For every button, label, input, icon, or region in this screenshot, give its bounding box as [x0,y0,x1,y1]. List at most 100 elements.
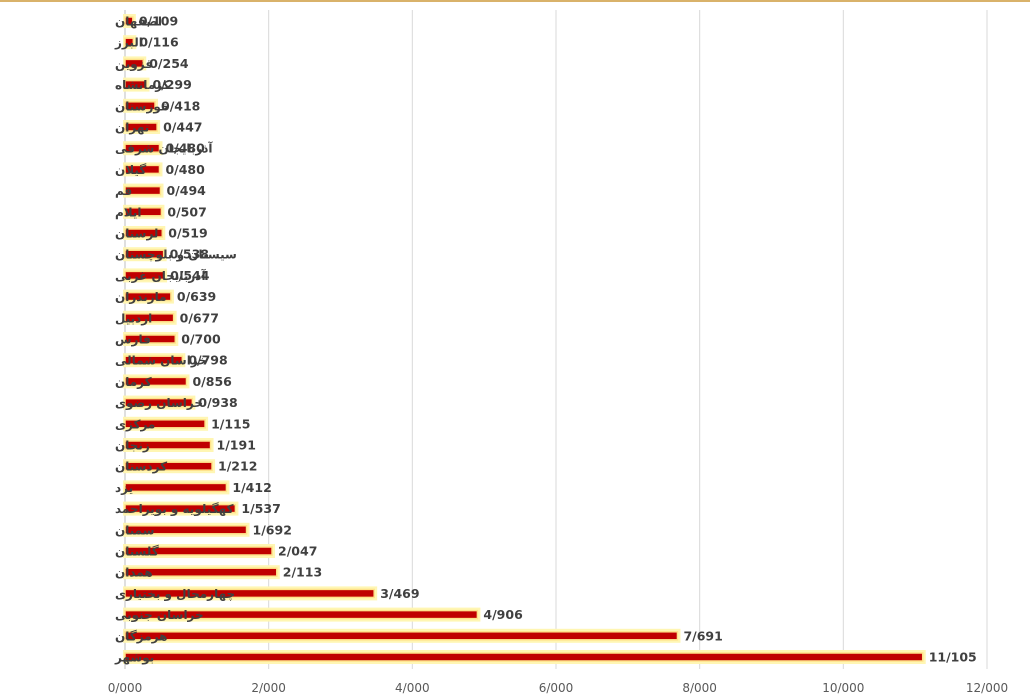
category-label: چهارمحال و بختیاری [115,587,235,602]
data-label: 3/469 [380,586,419,601]
data-label: 0/677 [180,310,219,325]
bar [124,503,237,514]
data-label: 1/191 [217,438,256,453]
bar [124,313,175,323]
category-label: خراسان جنوبی [115,608,204,623]
x-tick-label: 10/000 [822,681,864,695]
category-label: خوزستان [115,99,170,114]
data-label: 0/798 [188,353,227,368]
bar [124,101,156,111]
category-label: البرز [114,36,143,50]
category-label: هرمزگان [115,629,167,643]
category-label: ایلام [115,205,142,220]
bar [124,207,163,217]
bar [124,58,144,69]
bar [124,397,194,408]
data-label: 0/109 [139,14,178,29]
data-label: 1/692 [253,522,292,537]
category-label: آذربایجان شرقی [115,141,213,156]
category-label: مرکزی [115,417,155,431]
category-label: خراسان رضوی [115,396,203,411]
category-label: سمنان [115,523,155,537]
x-tick-label: 12/000 [966,681,1008,695]
data-label: 0/480 [165,162,205,177]
bar [124,79,148,90]
data-label: 0/507 [167,204,206,219]
data-label: 4/906 [483,607,523,622]
category-label: اردبیل [115,311,152,325]
data-label: 0/700 [181,332,221,347]
category-label: کهگیلویه و بویراحمد [115,502,234,517]
category-label: بوشهر [114,651,154,666]
data-label: 2/047 [278,544,317,559]
bar [124,652,924,662]
bar [124,122,158,132]
category-label: قم [115,184,132,198]
bar [124,525,248,535]
data-label: 1/412 [232,480,271,495]
category-label: اصفهان [115,15,162,29]
x-tick-label: 2/000 [251,681,286,695]
bar [124,567,278,577]
category-label: فارس [115,333,151,347]
bar [124,546,273,556]
data-label: 0/418 [161,98,200,113]
data-label: 0/254 [149,56,189,71]
top-border [0,0,1030,2]
data-label: 0/447 [163,120,202,135]
data-label: 0/856 [192,374,232,389]
category-label: قزوین [115,57,153,72]
data-label: 0/116 [139,35,179,50]
bar [124,419,206,429]
bar [124,334,177,344]
x-tick-label: 4/000 [395,681,430,695]
x-tick-label: 0/000 [108,681,143,695]
category-label: کرمانشاه [115,78,170,92]
category-label: زنجان [115,439,150,453]
bar [124,228,164,238]
bar [124,143,161,153]
bar [124,16,134,26]
bar [124,461,213,471]
bar [124,270,165,281]
data-label: 0/480 [165,141,205,156]
category-label: آذربایجان غربی [115,268,206,283]
category-label: کردستان [115,460,167,474]
data-label: 0/494 [166,183,206,198]
data-label: 7/691 [683,628,722,643]
category-label: تهران [115,121,149,135]
category-label: سیستان و بلوچستان [115,248,237,263]
data-label: 2/113 [283,565,322,580]
data-label: 11/105 [929,650,977,665]
x-tick-label: 6/000 [539,681,574,695]
bar [124,440,212,450]
category-label: لرستان [115,227,158,241]
data-label: 0/299 [152,77,191,92]
bar [124,249,165,259]
data-label: 1/115 [211,416,250,431]
bar [124,291,172,302]
category-label: یزد [115,481,133,495]
bar [124,376,188,387]
data-label: 0/544 [170,268,210,283]
bar [124,631,679,641]
category-label: گلستان [115,545,159,559]
bar [124,482,228,493]
category-label: کرمان [115,375,152,389]
bar [124,37,135,47]
bar [124,609,479,620]
category-label: خراسان شمالی [115,354,207,368]
data-label: 1/537 [241,501,280,516]
x-tick-label: 8/000 [682,681,717,695]
data-label: 0/639 [177,289,216,304]
bar [124,185,162,196]
bar [124,164,161,175]
data-label: 0/538 [170,247,209,262]
category-label: گیلان [115,163,146,177]
data-label: 1/212 [218,459,257,474]
category-label: مازندران [115,290,167,304]
bar [124,355,184,365]
data-label: 0/938 [198,395,237,410]
bar [124,588,375,599]
